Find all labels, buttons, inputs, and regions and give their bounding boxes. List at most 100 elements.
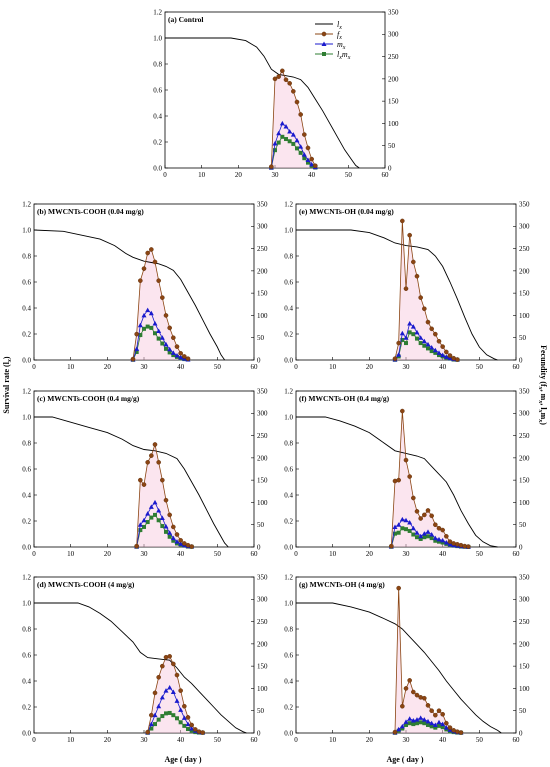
fx-highlight-band — [271, 70, 316, 168]
y-left-tick-label: 0.2 — [22, 330, 31, 338]
x-tick-label: 20 — [104, 736, 112, 744]
x-tick-label: 10 — [329, 736, 337, 744]
y-right-tick-label: 50 — [519, 707, 527, 715]
lxmx-point — [422, 343, 427, 348]
fx-point — [411, 259, 416, 265]
y-right-tick-label: 350 — [257, 200, 268, 208]
panel-a-control: 0 10 20 30 40 50 60 0.0 0.2 0.4 0.6 0.8 1.0 1.2 0 50 100… — [153, 8, 399, 179]
lxmx-point — [142, 524, 146, 529]
y-left-title-sub: x — [7, 359, 13, 363]
y-right-tick-label: 50 — [519, 521, 527, 529]
fx-point — [302, 132, 307, 137]
lxmx-point — [400, 526, 405, 531]
fx-point — [407, 474, 412, 479]
fx-point — [447, 725, 453, 730]
lxmx-point — [418, 341, 423, 346]
y-right-title-part1: Fecundity (f — [539, 345, 548, 387]
mx-point — [410, 324, 416, 329]
mx-point — [396, 726, 402, 732]
x-tick-label: 30 — [403, 550, 411, 558]
y-left-tick-label: 1.2 — [22, 200, 31, 208]
y-right-title-part3: , l — [539, 403, 548, 410]
mx-point — [396, 522, 402, 527]
fx-point — [418, 516, 423, 521]
mx-point — [178, 354, 184, 360]
fx-point — [287, 81, 292, 86]
fx-point — [422, 695, 427, 701]
x-tick-label: 10 — [67, 550, 75, 558]
legend-symbol-2: m — [342, 50, 348, 59]
legend-subscript: x — [338, 25, 342, 31]
y-left-tick-label: 0.6 — [22, 465, 31, 473]
fx-highlight-band — [133, 249, 188, 360]
fx-point — [280, 68, 285, 74]
fx-point — [433, 522, 438, 528]
mx-point — [447, 541, 453, 547]
mx-point — [447, 355, 453, 361]
y-right-tick-label: 50 — [519, 334, 527, 342]
mx-point — [425, 529, 431, 534]
y-right-tick-label: 250 — [388, 53, 399, 61]
lxmx-point — [411, 722, 416, 727]
y-right-tick-label: 300 — [388, 31, 399, 39]
fx-point — [414, 692, 420, 698]
y-right-tick-label: 150 — [257, 290, 268, 298]
mx-point — [432, 722, 438, 727]
panel-d-mwcnts-cooh-4: 0 10 20 30 40 50 60 0.0 0.2 0.4 0.6 0.8 1.0 1.2 0 50 100… — [22, 573, 268, 744]
lxmx-point — [287, 139, 292, 144]
y-left-tick-label: 0.2 — [153, 138, 162, 146]
mx-point — [309, 161, 315, 167]
mx-point — [418, 533, 424, 539]
lxmx-point — [153, 512, 157, 517]
lxmx-point — [415, 336, 419, 341]
x-tick-label: 40 — [439, 736, 447, 744]
x-tick-label: 50 — [214, 550, 222, 558]
lx-series-line — [165, 37, 360, 169]
fx-point — [407, 232, 412, 238]
fx-point — [403, 286, 409, 291]
mx-point — [159, 515, 165, 521]
y-right-tick-label: 150 — [388, 98, 399, 106]
lxmx-point — [276, 140, 281, 145]
fx-point — [444, 534, 449, 539]
y-left-tick-label: 0.4 — [284, 304, 293, 312]
mx-point — [148, 721, 154, 727]
x-tick-label: 20 — [366, 550, 374, 558]
fx-point — [276, 74, 281, 79]
mx-point — [167, 346, 173, 352]
x-axis-title-left: Age ( day ) — [164, 755, 201, 764]
y-right-tick-label: 250 — [257, 432, 268, 440]
y-left-tick-label: 0.8 — [284, 252, 293, 260]
lx-series-line — [33, 229, 226, 361]
y-left-tick-label: 0.6 — [153, 86, 162, 94]
lx-series-line — [296, 602, 502, 734]
mx-point — [425, 718, 431, 724]
lxmx-point — [178, 720, 183, 725]
legend-label: mx — [337, 40, 346, 51]
mx-point — [141, 517, 147, 523]
lxmx-point — [415, 721, 419, 726]
fx-point — [152, 259, 158, 265]
fx-point — [436, 525, 442, 531]
mx-point — [414, 717, 420, 722]
y-right-title-part4: m — [539, 413, 548, 420]
lxmx-point — [407, 330, 412, 335]
x-tick-label: 40 — [177, 363, 185, 371]
mx-point — [399, 723, 405, 729]
lxmx-point — [171, 713, 176, 718]
lxmx-point — [280, 134, 285, 139]
y-right-tick-label: 100 — [519, 312, 530, 320]
lx-series-line — [34, 416, 229, 548]
mx-point — [403, 335, 409, 340]
fx-point — [160, 477, 165, 483]
y-right-tick-label: 350 — [519, 200, 530, 208]
fx-point — [134, 543, 139, 549]
legend-subscript: x — [338, 35, 342, 41]
x-axis-title-right: Age ( day ) — [386, 755, 423, 764]
lxmx-point — [156, 336, 161, 341]
fx-point — [305, 145, 311, 151]
y-right-tick-label: 250 — [519, 432, 530, 440]
fx-point — [200, 730, 205, 735]
y-right-tick-label: 300 — [257, 410, 268, 418]
lxmx-point — [298, 150, 303, 155]
